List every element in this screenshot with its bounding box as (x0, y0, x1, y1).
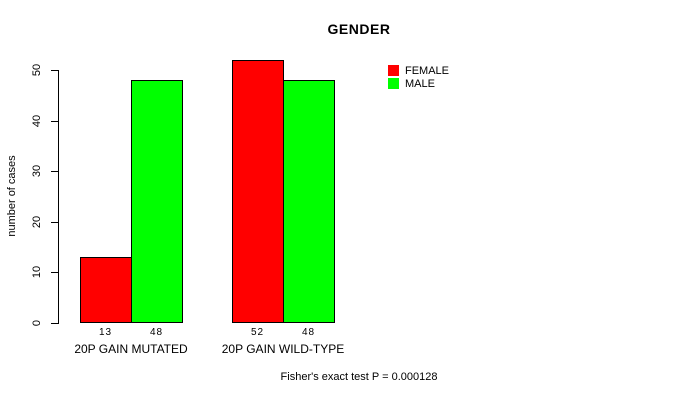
y-tick-label-text: 0 (31, 319, 43, 327)
y-tick-mark (51, 222, 58, 223)
x-category-label: 20P GAIN WILD-TYPE (221, 342, 345, 356)
bar-value-label: 52 (250, 327, 265, 338)
bar-female-group0 (80, 257, 132, 323)
y-tick-label-text: 40 (31, 114, 43, 128)
y-tick-label-text: 20 (31, 215, 43, 229)
legend-item-female: FEMALE (388, 64, 449, 77)
y-tick-mark (51, 70, 58, 71)
y-tick-mark (51, 272, 58, 273)
legend-swatch-female-icon (388, 65, 399, 76)
y-axis-line (58, 70, 59, 324)
y-tick-label-text: 30 (31, 164, 43, 178)
y-tick-label-text: 10 (31, 265, 43, 279)
y-tick-mark (51, 323, 58, 324)
x-category-label: 20P GAIN MUTATED (74, 342, 188, 356)
bar-female-group1 (232, 60, 284, 323)
y-tick-mark (51, 121, 58, 122)
legend-label-female: FEMALE (405, 64, 450, 77)
chart-title: GENDER (327, 21, 391, 37)
y-axis-title-text: number of cases (6, 155, 18, 237)
legend-swatch-male-icon (388, 78, 399, 89)
y-tick-label-text: 50 (31, 63, 43, 77)
fisher-test-annotation: Fisher's exact test P = 0.000128 (280, 371, 438, 383)
legend: FEMALE MALE (388, 64, 449, 90)
bar-value-label: 13 (98, 327, 113, 338)
legend-item-male: MALE (388, 77, 449, 90)
bar-male-group1 (283, 80, 335, 323)
bar-value-label: 48 (301, 327, 316, 338)
bar-value-label: 48 (149, 327, 164, 338)
legend-label-male: MALE (405, 77, 435, 90)
y-tick-mark (51, 171, 58, 172)
bar-male-group0 (131, 80, 183, 323)
